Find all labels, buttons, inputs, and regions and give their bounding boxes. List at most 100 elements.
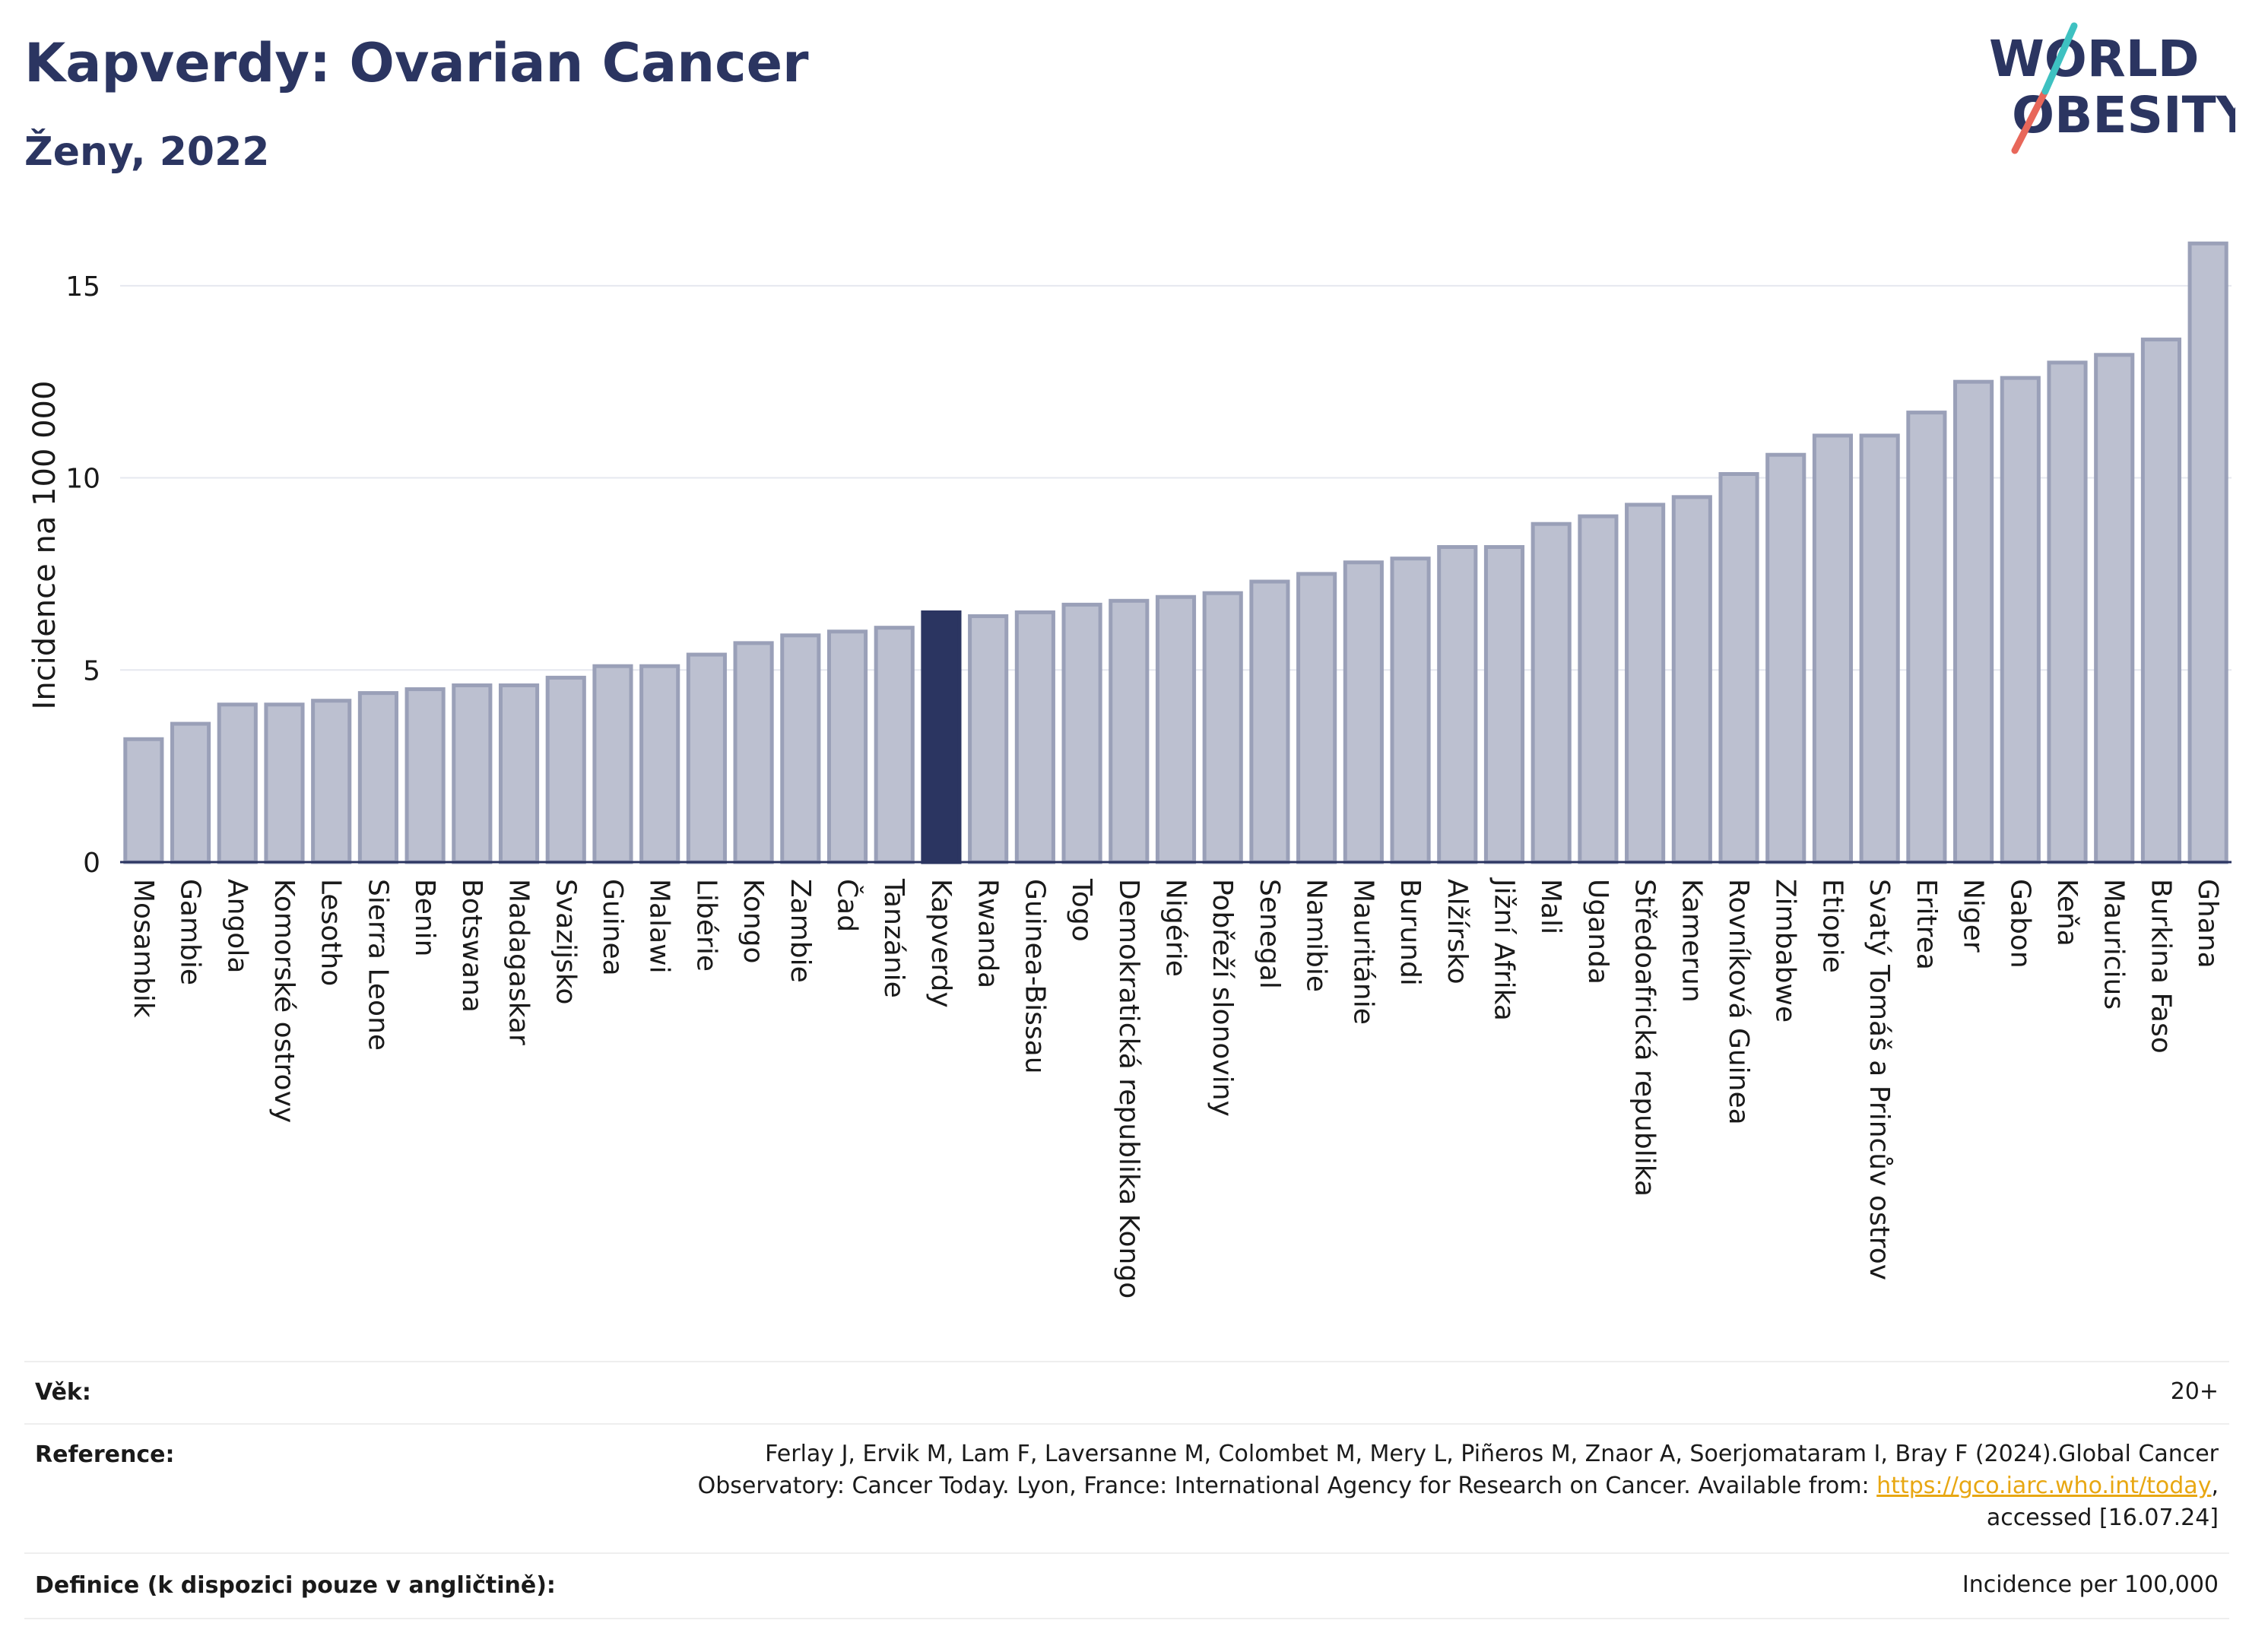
x-tick-label: Tanzánie (878, 878, 909, 998)
bar (639, 664, 680, 864)
bar (498, 683, 540, 864)
x-tick-label: Sierra Leone (362, 879, 393, 1051)
x-tick-label: Botswana (456, 879, 487, 1013)
x-tick-label: Kongo (738, 879, 769, 964)
age-value: 20+ (2170, 1378, 2219, 1405)
y-tick-label: 10 (65, 464, 100, 495)
x-tick-label: Komorské ostrovy (268, 879, 300, 1123)
reference-line1: Ferlay J, Ervik M, Lam F, Laversanne M, … (765, 1441, 2219, 1467)
x-tick-label: Madagaskar (503, 879, 534, 1045)
bar (1249, 579, 1290, 864)
x-tick-label: Etiopie (1816, 879, 1848, 973)
x-tick-label: Benin (409, 879, 440, 956)
x-tick-label: Kamerun (1676, 879, 1707, 1003)
x-tick-label: Svazijsko (550, 879, 581, 1004)
x-tick-label: Gambie (175, 879, 206, 985)
logo-slash-teal (2041, 22, 2078, 95)
bar (170, 721, 211, 864)
bar (2047, 360, 2088, 864)
bar (2000, 376, 2041, 864)
y-tick-label: 0 (83, 848, 100, 879)
x-tick-label: Zimbabwe (1770, 879, 1801, 1023)
x-tick-label: Angola (221, 879, 252, 973)
reference-line2-suffix: , (2211, 1473, 2219, 1499)
bar (357, 691, 398, 864)
bar (217, 702, 258, 864)
bar (1718, 471, 1759, 864)
bar (826, 629, 868, 864)
bar (1953, 379, 1994, 864)
bar (968, 614, 1009, 864)
x-tick-label: Gabon (2004, 879, 2035, 969)
bar (2187, 241, 2228, 864)
x-tick-label: Burkina Faso (2145, 879, 2176, 1054)
reference-label: Reference: (35, 1441, 175, 1468)
x-tick-label: Svatý Tomáš a Princův ostrov (1864, 879, 1895, 1280)
bar (1765, 452, 1806, 864)
y-tick-label: 15 (65, 271, 100, 303)
bar (686, 652, 727, 864)
x-tick-label: Rovníková Guinea (1723, 879, 1754, 1125)
logo-line2: OBESITY (2012, 86, 2235, 144)
bar (733, 641, 774, 864)
x-tick-label: Alžírsko (1442, 879, 1473, 985)
bar (780, 633, 821, 864)
bar (1812, 433, 1854, 864)
info-row-definition: Definice (k dispozici pouze v angličtině… (24, 1552, 2229, 1619)
bar (2140, 338, 2182, 864)
bar (1343, 560, 1384, 864)
bar (1296, 572, 1337, 864)
bar (1390, 556, 1431, 864)
x-tick-label: Nigérie (1160, 879, 1191, 977)
reference-line2-prefix: Observatory: Cancer Today. Lyon, France:… (697, 1473, 1877, 1499)
x-tick-label: Senegal (1254, 879, 1285, 989)
info-row-age: Věk: 20+ (24, 1361, 2229, 1425)
x-tick-label: Niger (1958, 879, 1989, 953)
x-tick-label: Demokratická republika Kongo (1113, 879, 1144, 1298)
bar (1155, 595, 1197, 864)
reference-link[interactable]: https://gco.iarc.who.int/today (1876, 1473, 2212, 1499)
info-row-reference: Reference: Ferlay J, Ervik M, Lam F, Lav… (24, 1423, 2229, 1554)
bar (1109, 598, 1150, 864)
bar (404, 687, 446, 864)
x-tick-label: Mali (1535, 879, 1566, 934)
definition-value: Incidence per 100,000 (1962, 1571, 2219, 1598)
bar (2094, 353, 2135, 864)
x-tick-label: Guinea-Bissau (1019, 879, 1050, 1074)
x-tick-label: Pobřeží slonoviny (1207, 879, 1238, 1117)
x-tick-label: Libérie (690, 879, 722, 972)
x-tick-label: Ghana (2192, 879, 2223, 969)
x-tick-label: Guinea (597, 879, 628, 976)
x-tick-label: Rwanda (972, 879, 1004, 988)
bar (1014, 610, 1055, 864)
world-obesity-logo: WORLD OBESITY (1989, 22, 2235, 154)
x-tick-label: Lesotho (316, 879, 347, 986)
bar (874, 626, 915, 864)
x-tick-label: Namibie (1301, 879, 1332, 992)
bar (921, 610, 962, 864)
x-tick-label: Čad (832, 879, 864, 932)
bar (545, 675, 586, 864)
y-axis-label: Incidence na 100 000 (27, 381, 62, 710)
x-tick-label: Kapverdy (925, 879, 956, 1008)
bar (1578, 514, 1619, 864)
x-tick-label: Burundi (1394, 879, 1426, 986)
x-tick-label: Mosambik (128, 879, 159, 1018)
y-tick-label: 5 (83, 655, 100, 686)
chart-title: Kapverdy: Ovarian Cancer (24, 32, 809, 94)
reference-line3: accessed [16.07.24] (1986, 1505, 2219, 1531)
definition-label: Definice (k dispozici pouze v angličtině… (35, 1572, 556, 1599)
bar (1437, 545, 1478, 864)
bar (1531, 522, 1572, 864)
age-label: Věk: (35, 1379, 91, 1406)
bar (1202, 591, 1243, 864)
bar (1906, 411, 1947, 864)
bar (592, 664, 633, 864)
bar (452, 683, 493, 864)
x-tick-label: Jižní Afrika (1488, 877, 1519, 1021)
bar (1061, 602, 1102, 864)
bar (123, 737, 164, 864)
bar-chart: 0 5 10 15 Incidence na 100 000 Mosambik Gambie… (27, 241, 2232, 1298)
logo-line1: WORLD (1989, 30, 2200, 88)
x-tick-label: Eritrea (1911, 879, 1942, 970)
